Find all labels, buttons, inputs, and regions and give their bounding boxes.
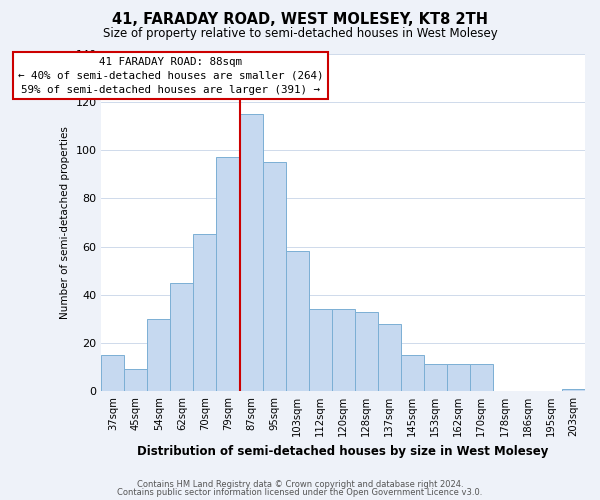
- Bar: [101, 355, 124, 391]
- Bar: [148, 318, 170, 391]
- Bar: [401, 355, 424, 391]
- Bar: [217, 158, 239, 391]
- X-axis label: Distribution of semi-detached houses by size in West Molesey: Distribution of semi-detached houses by …: [137, 444, 549, 458]
- Text: 41, FARADAY ROAD, WEST MOLESEY, KT8 2TH: 41, FARADAY ROAD, WEST MOLESEY, KT8 2TH: [112, 12, 488, 28]
- Text: Size of property relative to semi-detached houses in West Molesey: Size of property relative to semi-detach…: [103, 28, 497, 40]
- Bar: [286, 252, 308, 391]
- Bar: [378, 324, 401, 391]
- Bar: [447, 364, 470, 391]
- Text: Contains HM Land Registry data © Crown copyright and database right 2024.: Contains HM Land Registry data © Crown c…: [137, 480, 463, 489]
- Bar: [355, 312, 378, 391]
- Bar: [424, 364, 447, 391]
- Bar: [239, 114, 263, 391]
- Bar: [124, 370, 148, 391]
- Bar: [470, 364, 493, 391]
- Bar: [170, 282, 193, 391]
- Bar: [308, 309, 332, 391]
- Bar: [193, 234, 217, 391]
- Y-axis label: Number of semi-detached properties: Number of semi-detached properties: [60, 126, 70, 319]
- Bar: [562, 388, 585, 391]
- Text: 41 FARADAY ROAD: 88sqm
← 40% of semi-detached houses are smaller (264)
59% of se: 41 FARADAY ROAD: 88sqm ← 40% of semi-det…: [17, 56, 323, 94]
- Bar: [332, 309, 355, 391]
- Text: Contains public sector information licensed under the Open Government Licence v3: Contains public sector information licen…: [118, 488, 482, 497]
- Bar: [263, 162, 286, 391]
